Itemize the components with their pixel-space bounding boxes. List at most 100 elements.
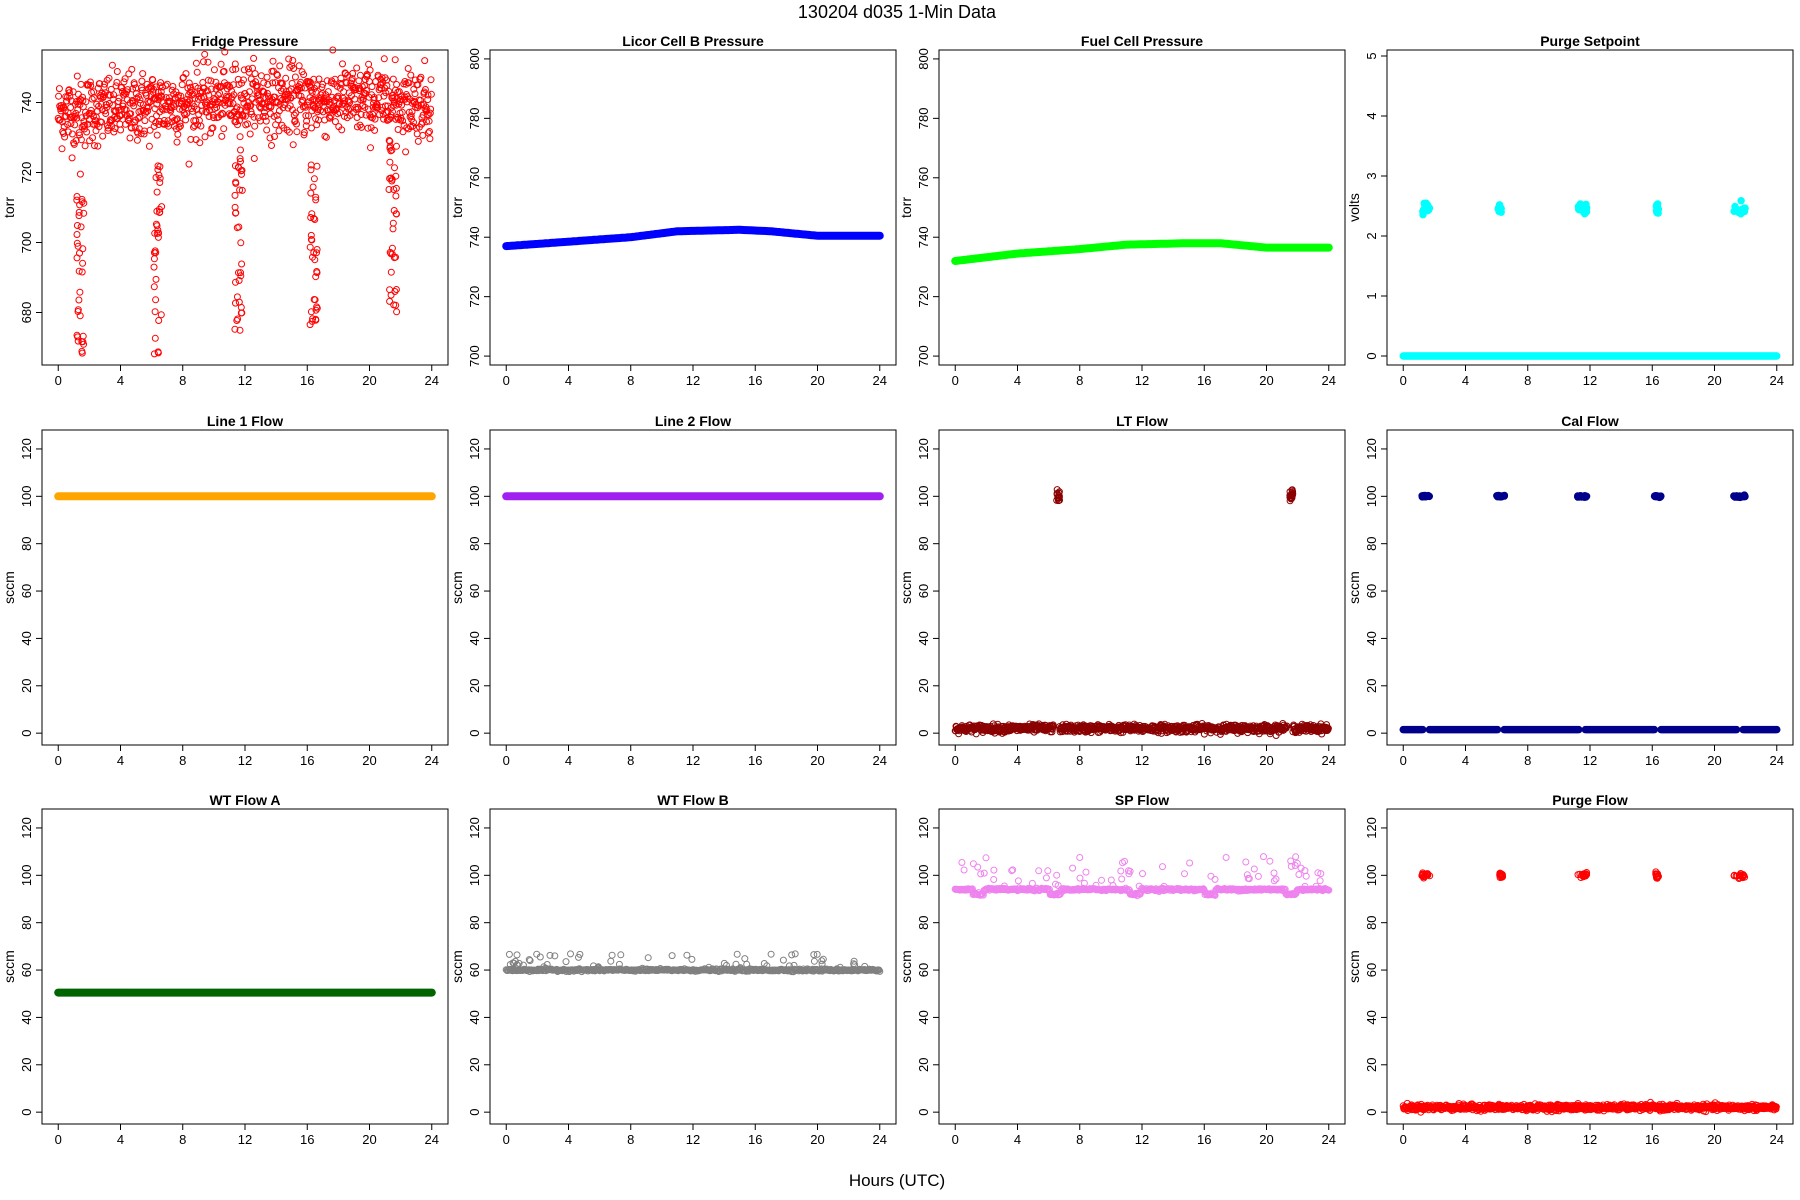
- y-axis-label: sccm: [1, 571, 17, 604]
- data-point: [246, 88, 253, 96]
- y-tick-label: 20: [19, 679, 34, 693]
- data-point: [290, 65, 298, 72]
- data-point: [1260, 853, 1267, 861]
- data-point: [353, 114, 361, 121]
- data-point: [174, 130, 182, 138]
- x-tick-label: 12: [686, 373, 700, 388]
- x-tick-label: 20: [810, 373, 824, 388]
- x-tick-label: 8: [1076, 373, 1083, 388]
- plot-frame: [41, 808, 449, 1125]
- data-point: [153, 100, 161, 108]
- data-point: [80, 209, 88, 217]
- data-point: [1139, 870, 1146, 878]
- data-point: [238, 309, 246, 317]
- y-tick-label: 5: [1364, 52, 1379, 59]
- x-tick-label: 16: [1645, 1132, 1659, 1147]
- data-point: [185, 79, 193, 87]
- x-tick-label: 16: [300, 1132, 314, 1147]
- data-point: [389, 225, 397, 233]
- data-point: [73, 72, 81, 80]
- data-point: [153, 188, 161, 196]
- data-point: [427, 90, 435, 98]
- data-point: [307, 231, 315, 239]
- data-point: [293, 120, 300, 128]
- data-point: [182, 116, 190, 124]
- data-point: [178, 81, 186, 89]
- data-point: [154, 93, 162, 101]
- y-axis-label: torr: [898, 197, 914, 218]
- x-tick-label: 16: [1197, 753, 1211, 768]
- data-point: [150, 255, 158, 263]
- data-point: [389, 108, 396, 116]
- x-tick-label: 16: [1645, 373, 1659, 388]
- data-point: [391, 56, 399, 64]
- data-point: [89, 134, 97, 142]
- data-point: [238, 170, 245, 178]
- data-point: [419, 131, 427, 139]
- panel-title: Line 1 Flow: [207, 413, 283, 429]
- x-tick-label: 0: [55, 1132, 62, 1147]
- data-point: [145, 142, 153, 150]
- data-point: [387, 250, 395, 258]
- y-axis-label: sccm: [449, 950, 465, 983]
- data-point: [741, 955, 749, 963]
- data-point: [131, 123, 139, 131]
- data-point: [337, 74, 345, 82]
- y-axis-label: torr: [1, 197, 17, 218]
- data-point: [125, 117, 132, 125]
- data-point: [176, 119, 184, 127]
- data-point: [308, 124, 315, 132]
- data-point: [378, 107, 386, 115]
- data-point: [269, 57, 277, 65]
- data-point: [338, 126, 346, 134]
- x-tick-label: 20: [362, 373, 376, 388]
- data-point: [157, 79, 165, 87]
- y-tick-label: 40: [1364, 631, 1379, 645]
- data-point: [365, 60, 373, 68]
- data-point: [405, 79, 413, 87]
- data-point: [286, 102, 294, 110]
- x-tick-label: 12: [1135, 373, 1149, 388]
- data-point: [385, 87, 393, 95]
- data-point: [68, 130, 76, 138]
- data-point: [390, 254, 398, 262]
- data-point: [326, 98, 334, 106]
- plot-frame: [41, 429, 449, 746]
- data-point: [1042, 874, 1050, 882]
- data-point: [60, 123, 68, 130]
- data-point: [263, 126, 271, 134]
- data-point: [311, 216, 319, 223]
- y-tick-label: 0: [916, 1109, 931, 1116]
- data-point: [315, 75, 323, 83]
- data-point: [157, 88, 165, 96]
- data-point: [198, 107, 206, 115]
- data-point: [1082, 868, 1090, 876]
- data-point: [371, 115, 379, 123]
- data-point: [417, 73, 425, 81]
- panel-title: SP Flow: [1115, 792, 1169, 808]
- data-point: [1650, 725, 1659, 734]
- data-point: [318, 90, 326, 97]
- data-point: [414, 137, 422, 145]
- y-tick-label: 60: [916, 584, 931, 598]
- data-point: [310, 296, 318, 303]
- data-point: [307, 83, 315, 91]
- y-tick-label: 80: [19, 915, 34, 929]
- data-point: [392, 115, 400, 123]
- data-point: [1069, 864, 1077, 872]
- data-point: [175, 123, 183, 131]
- data-point: [311, 256, 319, 264]
- y-tick-label: 60: [916, 963, 931, 977]
- data-point: [307, 166, 315, 174]
- data-point: [977, 870, 985, 878]
- data-point: [608, 951, 616, 959]
- y-tick-label: 120: [19, 438, 34, 460]
- panel-title: WT Flow B: [657, 792, 729, 808]
- data-point: [67, 97, 75, 105]
- data-point: [193, 68, 201, 76]
